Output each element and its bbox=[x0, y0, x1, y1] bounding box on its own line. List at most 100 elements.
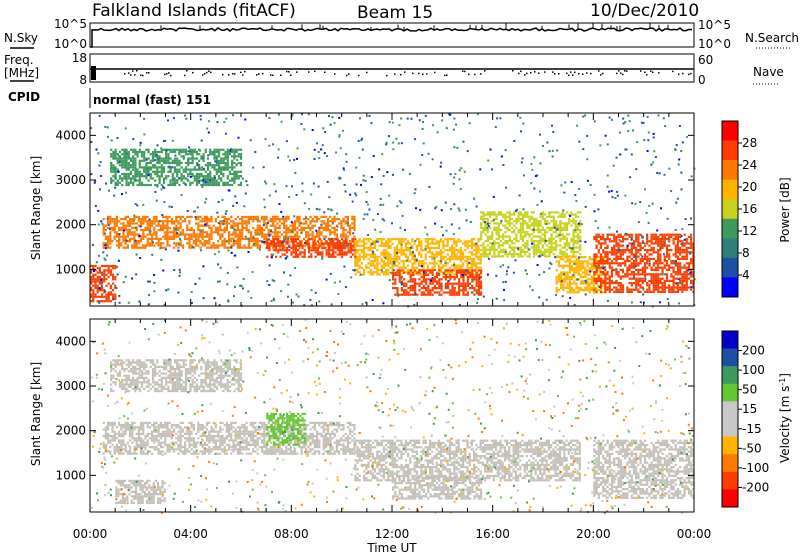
scatter-cell bbox=[686, 240, 688, 242]
scatter-cell bbox=[498, 251, 500, 253]
scatter-cell bbox=[254, 233, 256, 235]
scatter-cell bbox=[533, 244, 535, 246]
scatter-cell bbox=[203, 155, 205, 157]
noise-cell bbox=[226, 283, 228, 285]
scatter-cell bbox=[635, 286, 637, 288]
scatter-cell bbox=[273, 245, 275, 247]
scatter-cell bbox=[664, 280, 666, 282]
scatter-cell bbox=[546, 251, 548, 253]
scatter-cell bbox=[609, 267, 611, 269]
scatter-cell bbox=[203, 153, 205, 155]
scatter-cell bbox=[285, 231, 287, 233]
noise-cell bbox=[618, 249, 620, 251]
scatter-cell bbox=[272, 231, 274, 233]
scatter-cell bbox=[254, 229, 256, 231]
scatter-cell bbox=[458, 287, 460, 289]
scatter-cell bbox=[618, 275, 620, 277]
scatter-cell bbox=[126, 177, 128, 179]
scatter-cell bbox=[133, 242, 135, 244]
scatter-cell bbox=[681, 286, 683, 288]
scatter-cell bbox=[578, 263, 580, 265]
scatter-cell bbox=[294, 236, 296, 238]
scatter-cell bbox=[686, 273, 688, 275]
scatter-cell bbox=[181, 177, 183, 179]
scatter-cell bbox=[163, 182, 165, 184]
nave-dot bbox=[586, 72, 588, 74]
scatter-cell bbox=[644, 275, 646, 277]
scatter-cell bbox=[248, 218, 250, 220]
scatter-cell bbox=[526, 222, 528, 224]
scatter-cell bbox=[308, 247, 310, 249]
scatter-cell bbox=[405, 256, 407, 258]
scatter-cell bbox=[551, 251, 553, 253]
scatter-cell bbox=[350, 243, 352, 245]
scatter-cell bbox=[580, 269, 582, 271]
scatter-cell bbox=[405, 283, 407, 285]
noise-cell bbox=[223, 121, 225, 123]
scatter-cell bbox=[686, 280, 688, 282]
scatter-cell bbox=[142, 233, 144, 235]
scatter-cell bbox=[500, 255, 502, 257]
scatter-cell bbox=[569, 265, 571, 267]
scatter-cell bbox=[570, 240, 572, 242]
noise-cell bbox=[119, 302, 121, 304]
scatter-cell bbox=[458, 269, 460, 271]
scatter-cell bbox=[423, 280, 425, 282]
scatter-cell bbox=[143, 155, 145, 157]
scatter-cell bbox=[115, 182, 117, 184]
scatter-cell bbox=[151, 244, 153, 246]
scatter-cell bbox=[152, 160, 154, 162]
scatter-cell bbox=[589, 282, 591, 284]
scatter-cell bbox=[180, 216, 182, 218]
scatter-cell bbox=[493, 251, 495, 253]
scatter-cell bbox=[427, 267, 429, 269]
scatter-cell bbox=[141, 184, 143, 186]
scatter-cell bbox=[473, 276, 475, 278]
scatter-cell bbox=[282, 254, 284, 256]
scatter-cell bbox=[119, 151, 121, 153]
scatter-cell bbox=[626, 267, 628, 269]
scatter-cell bbox=[92, 285, 94, 287]
scatter-cell bbox=[276, 231, 278, 233]
scatter-cell bbox=[559, 225, 561, 227]
scatter-cell bbox=[573, 220, 575, 222]
scatter-cell bbox=[615, 260, 617, 262]
scatter-cell bbox=[482, 251, 484, 253]
noise-cell bbox=[126, 153, 128, 155]
scatter-cell bbox=[613, 291, 615, 293]
scatter-cell bbox=[659, 291, 661, 293]
scatter-cell bbox=[130, 180, 132, 182]
scatter-cell bbox=[383, 271, 385, 273]
scatter-cell bbox=[156, 151, 158, 153]
scatter-cell bbox=[387, 240, 389, 242]
scatter-cell bbox=[257, 229, 259, 231]
scatter-cell bbox=[259, 220, 261, 222]
scatter-cell bbox=[99, 289, 101, 291]
scatter-cell bbox=[237, 229, 239, 231]
scatter-cell bbox=[485, 229, 487, 231]
scatter-cell bbox=[644, 264, 646, 266]
scatter-cell bbox=[351, 216, 353, 218]
scatter-cell bbox=[141, 153, 143, 155]
scatter-cell bbox=[677, 271, 679, 273]
scatter-cell bbox=[522, 229, 524, 231]
scatter-cell bbox=[690, 289, 692, 291]
scatter-cell bbox=[128, 158, 130, 160]
scatter-cell bbox=[584, 271, 586, 273]
scatter-cell bbox=[250, 216, 252, 218]
scatter-cell bbox=[522, 218, 524, 220]
scatter-cell bbox=[170, 171, 172, 173]
scatter-cell bbox=[275, 249, 277, 251]
noise-cell bbox=[102, 223, 104, 225]
scatter-cell bbox=[469, 256, 471, 258]
scatter-cell bbox=[233, 162, 235, 164]
scatter-cell bbox=[637, 282, 639, 284]
scatter-cell bbox=[220, 173, 222, 175]
scatter-cell bbox=[405, 291, 407, 293]
noise-cell bbox=[689, 253, 691, 255]
noise-cell bbox=[446, 230, 448, 232]
scatter-cell bbox=[670, 260, 672, 262]
scatter-cell bbox=[518, 231, 520, 233]
noise-cell bbox=[118, 171, 120, 173]
scatter-cell bbox=[440, 249, 442, 251]
